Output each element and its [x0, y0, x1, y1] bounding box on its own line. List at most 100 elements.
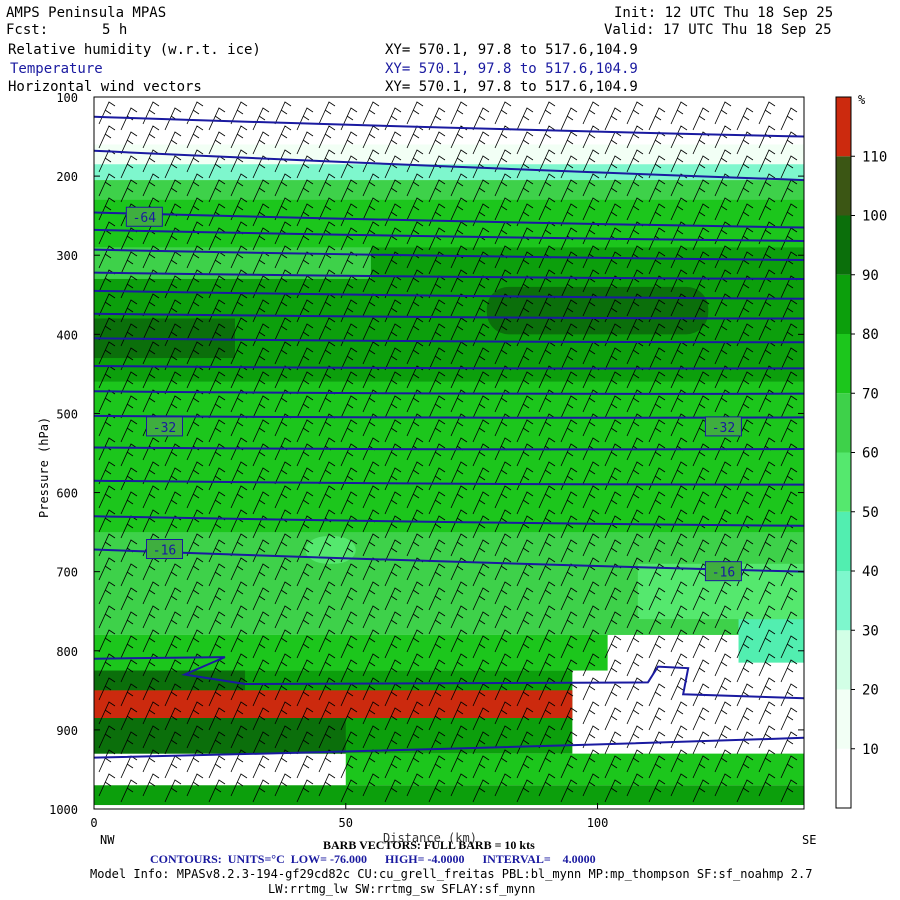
colorbar-swatch-3: [836, 571, 851, 631]
field-xy-wind: XY= 570.1, 97.8 to 517.6,104.9: [385, 79, 638, 95]
wind-barb-120: [186, 197, 204, 221]
wind-barb-575: [516, 683, 534, 707]
temperature-contour-8: [93, 337, 805, 344]
colorbar-swatch-6: [836, 393, 851, 453]
colorbar-swatch-11: [836, 97, 851, 157]
wind-barb-892: [758, 629, 776, 653]
wind-barb-519: [472, 731, 490, 755]
forecast-value: 5 h: [102, 22, 128, 38]
wind-barb-897: [758, 749, 776, 773]
rh-region-8: [486, 286, 709, 335]
wind-barb-642: [582, 197, 600, 221]
wind-barb-925: [780, 731, 798, 755]
wind-barb-683: [604, 491, 622, 515]
wind-barb-6: [98, 245, 116, 269]
wind-barb-766: [670, 389, 688, 413]
wind-barb-216: [252, 419, 270, 443]
temperature-contour-13: [93, 479, 805, 486]
wind-barb-487: [450, 653, 468, 677]
wind-barb-893: [758, 653, 776, 677]
wind-barb-274: [296, 419, 314, 443]
wind-barb-711: [626, 461, 644, 485]
wind-barb-755: [670, 125, 688, 149]
wind-barb-141: [186, 701, 204, 725]
wind-barb-691: [604, 683, 622, 707]
wind-barb-161: [208, 491, 226, 515]
wind-barb-53: [120, 683, 138, 707]
wind-barb-915: [780, 491, 798, 515]
wind-barb-613: [560, 203, 578, 227]
wind-barb-122: [186, 245, 204, 269]
wind-barb-377: [384, 107, 402, 131]
wind-barb-262: [296, 131, 314, 155]
wind-barb-723: [626, 749, 644, 773]
wind-barb-337: [340, 539, 358, 563]
wind-barb-609: [560, 107, 578, 131]
wind-barb-635: [560, 731, 578, 755]
y-tick-label-4: 500: [56, 407, 78, 421]
rh-region-16: [94, 690, 573, 719]
wind-barb-503: [472, 347, 490, 371]
wind-barb-16: [98, 485, 116, 509]
wind-barb-40: [120, 371, 138, 395]
wind-barb-843: [736, 155, 754, 179]
wind-barb-794: [692, 371, 710, 395]
wind-barb-895: [758, 701, 776, 725]
rh-region-5: [370, 247, 804, 279]
wind-barb-595: [538, 461, 556, 485]
rh-fill-layer: [94, 97, 804, 806]
wind-barb-385: [384, 299, 402, 323]
wind-barb-721: [626, 701, 644, 725]
wind-barb-709: [626, 413, 644, 437]
wind-barb-381: [384, 203, 402, 227]
wind-barb-485: [450, 605, 468, 629]
wind-barb-728: [648, 179, 666, 203]
wind-barb-553: [516, 155, 534, 179]
wind-barb-15: [98, 461, 116, 485]
wind-barb-467: [450, 173, 468, 197]
wind-barb-157: [208, 395, 226, 419]
wind-barb-511: [472, 539, 490, 563]
wind-barb-844: [736, 179, 754, 203]
wind-barb-535: [494, 413, 512, 437]
wind-barb-876: [758, 245, 776, 269]
wind-barb-353: [362, 221, 380, 245]
wind-barb-314: [318, 677, 336, 701]
wind-barb-238: [274, 245, 292, 269]
wind-barb-776: [670, 629, 688, 653]
wind-barb-293: [318, 173, 336, 197]
wind-barb-456: [428, 611, 446, 635]
wind-barb-159: [208, 443, 226, 467]
wind-barb-9: [98, 317, 116, 341]
wind-barb-736: [648, 371, 666, 395]
wind-barb-448: [428, 419, 446, 443]
temperature-contour-3: [93, 228, 805, 242]
wind-barb-836: [714, 677, 732, 701]
wind-barb-42: [120, 419, 138, 443]
wind-barb-749: [648, 683, 666, 707]
wind-barb-740: [648, 467, 666, 491]
wind-barb-35: [120, 251, 138, 275]
wind-barb-196: [230, 629, 248, 653]
wind-barb-789: [692, 251, 710, 275]
wind-barb-339: [340, 587, 358, 611]
wind-barb-579: [516, 779, 534, 803]
wind-barb-774: [670, 581, 688, 605]
wind-barb-447: [428, 395, 446, 419]
wind-barb-840: [714, 773, 732, 797]
wind-barb-507: [472, 443, 490, 467]
wind-barb-340: [340, 611, 358, 635]
wind-barb-389: [384, 395, 402, 419]
temperature-contour-surface: [93, 656, 805, 700]
wind-barb-273: [296, 395, 314, 419]
init-time: Init: 12 UTC Thu 18 Sep 25: [614, 5, 834, 21]
colorbar-swatch-7: [836, 334, 851, 394]
colorbar-label-4: 50: [862, 505, 879, 521]
wind-barb-41: [120, 395, 138, 419]
wind-barb-640: [582, 149, 600, 173]
wind-barb-537: [494, 461, 512, 485]
wind-barb-138: [186, 629, 204, 653]
wind-barb-653: [582, 461, 600, 485]
wind-barb-908: [780, 323, 798, 347]
wind-barb-140: [186, 677, 204, 701]
